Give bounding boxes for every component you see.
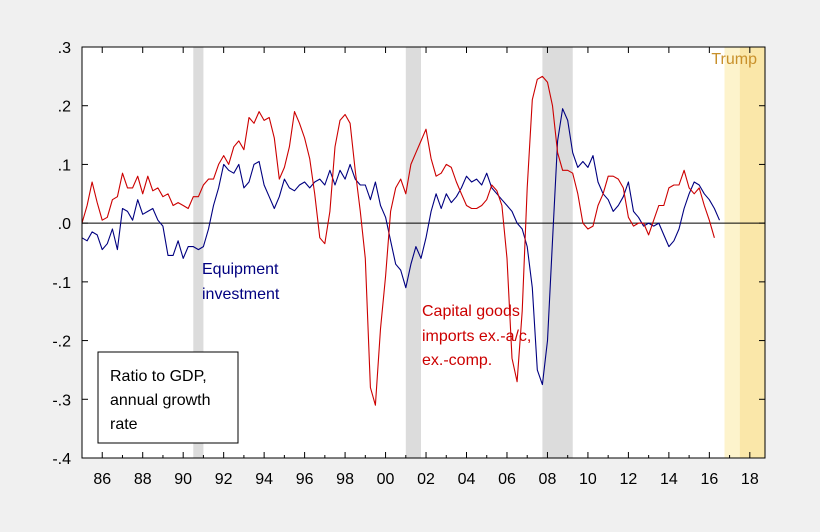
x-tick-label-16: 18 <box>741 471 759 488</box>
capital-goods-label: Capital goods imports ex.-a/c, ex.-comp. <box>422 303 531 369</box>
capital-goods-label-line-1: Capital goods <box>422 303 520 320</box>
capital-goods-label-line-2: imports ex.-a/c, <box>422 328 531 345</box>
ratio-note-line-2: annual growth <box>110 392 211 409</box>
x-tick-label-14: 14 <box>660 471 678 488</box>
y-tick-label-0: .3 <box>58 40 71 57</box>
y-tick-label-3: .0 <box>58 216 71 233</box>
x-tick-label-4: 94 <box>255 471 273 488</box>
x-tick-label-0: 86 <box>93 471 111 488</box>
series-line-1 <box>81 75 715 406</box>
y-axis: .3 .2 .1 .0 -.1 -.2 -.3 -.4 <box>52 40 765 468</box>
series-layer <box>81 75 721 406</box>
trump-label: Trump <box>711 51 757 68</box>
x-tick-label-6: 98 <box>336 471 354 488</box>
equipment-investment-label: Equipment investment <box>202 261 280 303</box>
x-tick-label-11: 08 <box>539 471 557 488</box>
x-axis: 86 88 90 92 94 96 98 00 02 04 06 08 10 12 14 16 18 <box>81 47 759 488</box>
recession-band-0 <box>193 47 204 458</box>
x-tick-label-5: 96 <box>296 471 314 488</box>
x-tick-label-13: 12 <box>620 471 638 488</box>
plot-frame <box>81 46 766 459</box>
y-tick-label-1: .2 <box>58 99 71 116</box>
x-tick-label-3: 92 <box>215 471 233 488</box>
shading-layer <box>193 47 765 458</box>
x-tick-label-7: 00 <box>377 471 395 488</box>
ratio-note-line-1: Ratio to GDP, <box>110 368 207 385</box>
x-tick-label-12: 10 <box>579 471 597 488</box>
ratio-note-frame <box>97 351 239 444</box>
x-tick-label-2: 90 <box>174 471 192 488</box>
equipment-label-line-2: investment <box>202 286 280 303</box>
y-tick-label-5: -.2 <box>52 334 71 351</box>
y-tick-label-2: .1 <box>58 157 71 174</box>
x-tick-label-15: 16 <box>700 471 718 488</box>
y-tick-label-7: -.4 <box>52 451 71 468</box>
trump-shading-0 <box>724 47 740 458</box>
x-tick-label-9: 04 <box>458 471 476 488</box>
series-line-0 <box>81 108 721 386</box>
recession-band-2 <box>542 47 573 458</box>
y-tick-label-6: -.3 <box>52 392 71 409</box>
ratio-note-box: Ratio to GDP, annual growth rate <box>97 351 239 444</box>
equipment-label-line-1: Equipment <box>202 261 279 278</box>
capital-goods-label-line-3: ex.-comp. <box>422 352 492 369</box>
trump-shading-1 <box>739 47 765 458</box>
x-tick-label-8: 02 <box>417 471 435 488</box>
x-tick-label-1: 88 <box>134 471 152 488</box>
x-tick-label-10: 06 <box>498 471 516 488</box>
ratio-note-line-3: rate <box>110 416 138 433</box>
y-tick-label-4: -.1 <box>52 275 71 292</box>
